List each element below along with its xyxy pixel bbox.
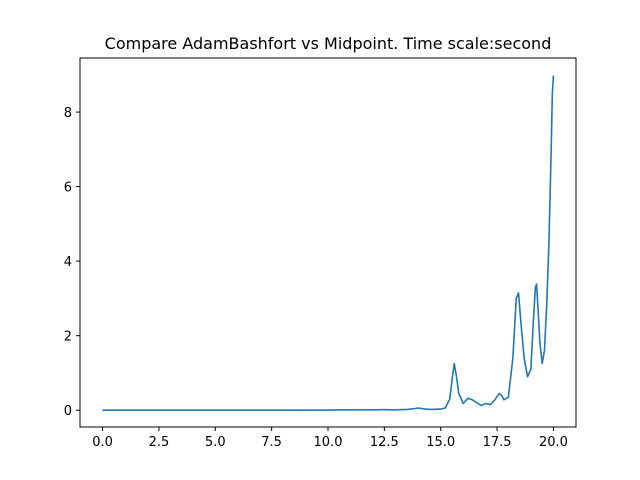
y-tick-label: 4 — [64, 255, 72, 270]
x-tick-label: 17.5 — [483, 435, 512, 450]
x-tick-label: 7.5 — [261, 435, 282, 450]
x-tick-label: 0.0 — [92, 435, 113, 450]
y-tick-label: 8 — [64, 106, 72, 121]
x-tick-label: 10.0 — [314, 435, 343, 450]
x-tick-label: 5.0 — [205, 435, 226, 450]
chart-title: Compare AdamBashfort vs Midpoint. Time s… — [105, 34, 552, 53]
x-tick-label: 2.5 — [149, 435, 170, 450]
y-tick-label: 6 — [64, 181, 72, 196]
y-tick-label: 2 — [64, 330, 72, 345]
series-line-0 — [102, 75, 555, 412]
x-tick-label: 12.5 — [370, 435, 399, 450]
x-tick-label: 20.0 — [539, 435, 568, 450]
x-tick-label: 15.0 — [426, 435, 455, 450]
plot-area: 0.0 2.5 5.0 7.5 10.0 12.5 15.0 17.5 20.0 0 2 4 6 8 — [64, 57, 577, 450]
y-tick-label: 0 — [64, 404, 72, 419]
